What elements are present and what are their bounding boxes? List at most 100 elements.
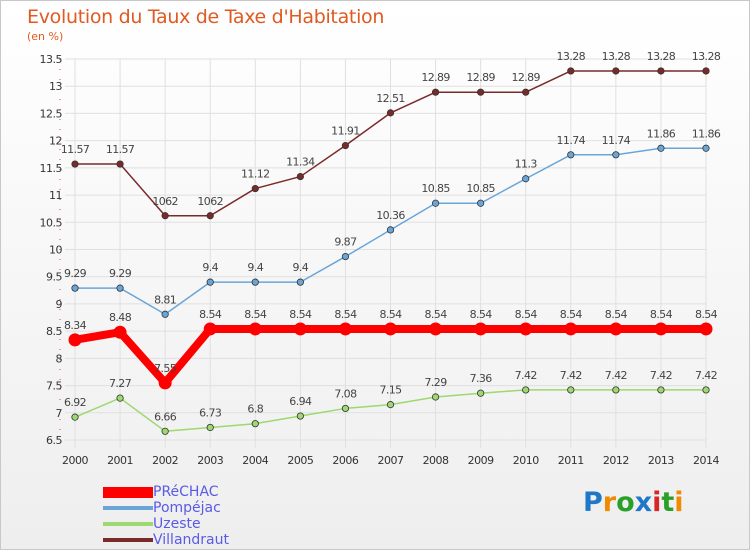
chart-unit-label: (en %) [27, 30, 64, 43]
x-tick-label: 2007 [378, 454, 404, 467]
data-point [477, 199, 485, 207]
data-point [71, 413, 79, 421]
legend-label: Villandraut [153, 532, 229, 548]
y-tick-label: 8 [56, 352, 63, 365]
y-tick-label: 12 [49, 135, 62, 148]
data-label: 7.15 [379, 384, 402, 397]
data-point [206, 278, 214, 286]
legend-label: PRéCHAC [153, 484, 219, 500]
y-tick-label: 6.5 [46, 434, 62, 447]
data-point [116, 160, 124, 168]
data-point [431, 199, 440, 207]
data-point [567, 67, 575, 75]
data-point [386, 401, 395, 409]
data-point [699, 322, 713, 336]
logo-letter: t [661, 487, 675, 518]
y-tick-label: 11.5 [40, 162, 63, 175]
data-label: 8.54 [515, 308, 538, 321]
logo-letter: P [583, 487, 603, 518]
logo-letter: o [616, 487, 635, 518]
data-point [429, 322, 443, 336]
data-label: 11.57 [61, 143, 90, 156]
data-point [248, 322, 262, 336]
logo-letter: x [634, 487, 653, 518]
data-point [702, 67, 710, 75]
data-point [251, 184, 259, 193]
data-point [113, 325, 127, 339]
data-point [612, 386, 620, 394]
y-tick-label: 10 [49, 244, 62, 257]
data-label: 8.54 [289, 308, 312, 321]
data-point [654, 322, 668, 336]
data-point [341, 252, 350, 261]
x-tick-label: 2011 [558, 454, 584, 467]
data-point [522, 175, 530, 183]
data-point [341, 141, 350, 150]
data-point [161, 212, 169, 220]
x-tick-label: 2010 [513, 454, 539, 467]
x-tick-label: 2008 [423, 454, 449, 467]
data-label: 11.57 [106, 143, 135, 156]
data-label: 11.86 [647, 127, 676, 140]
x-tick-label: 2006 [332, 454, 358, 467]
data-label: 9.4 [202, 261, 218, 274]
data-point [702, 144, 710, 152]
data-point [657, 386, 665, 394]
data-label: 13.28 [647, 50, 676, 63]
data-label: 13.28 [557, 50, 586, 63]
data-point [564, 322, 578, 336]
data-label: 13.28 [692, 50, 721, 63]
data-point [161, 427, 169, 435]
data-point [431, 393, 440, 401]
data-point [251, 278, 259, 286]
legend-swatch [103, 486, 153, 498]
data-label: 10.85 [466, 182, 495, 195]
data-label: 7.36 [470, 372, 493, 385]
y-tick-label: 7 [56, 407, 63, 420]
data-label: 6.73 [199, 406, 222, 419]
data-point [338, 322, 352, 336]
data-point [116, 284, 124, 292]
data-label: 12.89 [511, 71, 540, 84]
data-label: 11.74 [557, 134, 586, 147]
data-point [384, 322, 397, 336]
data-label: 8.54 [650, 308, 673, 321]
y-tick-label: 9.5 [46, 271, 62, 284]
data-point [296, 278, 304, 286]
data-point [251, 420, 259, 428]
data-label: 9.87 [334, 236, 357, 249]
data-label: 9.29 [109, 267, 132, 280]
data-label: 7.29 [425, 376, 448, 389]
y-tick-label: 9 [56, 298, 63, 311]
x-tick-label: 2009 [468, 454, 494, 467]
data-point [341, 404, 350, 413]
x-tick-label: 2001 [107, 454, 133, 467]
data-point [206, 423, 214, 432]
logo-letter: i [652, 487, 662, 518]
data-label: 1062 [152, 195, 178, 208]
x-tick-label: 2014 [693, 454, 719, 467]
data-label: 9.4 [293, 261, 309, 274]
data-label: 1062 [197, 195, 223, 208]
data-label: 8.54 [605, 308, 628, 321]
data-point [522, 386, 530, 394]
y-tick-label: 11 [49, 189, 62, 202]
data-point [293, 322, 307, 336]
data-point [657, 67, 665, 75]
data-label: 6.92 [64, 396, 86, 409]
data-point [386, 226, 395, 234]
data-label: 7.27 [109, 377, 132, 390]
data-label: 8.48 [109, 311, 132, 324]
data-label: 11.91 [331, 125, 360, 138]
data-label: 8.34 [64, 319, 87, 332]
data-label: 10.85 [421, 182, 450, 195]
proxiti-logo: Proxiti [583, 487, 684, 518]
data-label: 11.34 [286, 156, 315, 169]
data-label: 7.55 [154, 362, 177, 375]
data-label: 12.89 [421, 71, 450, 84]
x-tick-label: 2012 [603, 454, 629, 467]
data-label: 8.54 [379, 308, 402, 321]
data-label: 8.54 [695, 308, 718, 321]
data-point [296, 172, 304, 181]
